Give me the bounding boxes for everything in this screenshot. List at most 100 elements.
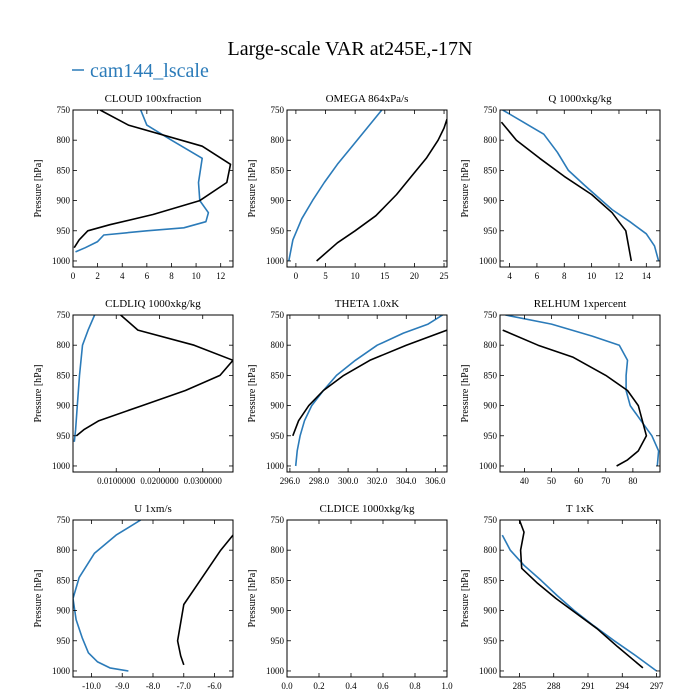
x-tick-label: 298.0 [309,476,330,486]
y-tick-label: 750 [271,515,285,525]
y-tick-label: 750 [271,105,285,115]
y-tick-label: 950 [484,431,498,441]
panel-title: OMEGA 864xPa/s [326,93,409,105]
panel-3: Q 1000xkg/kg 750 800 850 900 950 1000 4 6 8 10 12 14… [460,93,661,281]
x-tick-label: 50 [547,476,557,486]
y-tick-label: 800 [484,340,498,350]
x-tick-label: 302.0 [367,476,388,486]
y-tick-label: 900 [484,401,498,411]
x-tick-label: 0.4 [345,681,357,691]
panel-title: CLDLIQ 1000xkg/kg [105,298,201,310]
panel-7: U 1xm/s 750 800 850 900 950 1000 -10.0 -9.0 -8.0 -… [33,503,234,691]
y-tick-label: 850 [57,575,71,585]
y-tick-label: 950 [271,431,285,441]
y-tick-label: 850 [271,370,285,380]
y-axis-label: Pressure [hPa] [247,159,258,217]
y-tick-label: 1000 [266,256,285,266]
series-line-model [288,110,383,262]
x-tick-label: 12 [216,271,225,281]
x-tick-label: 304.0 [396,476,417,486]
x-tick-label: 5 [323,271,328,281]
y-tick-label: 950 [57,226,71,236]
y-tick-label: 750 [484,515,498,525]
x-tick-label: 8 [169,271,174,281]
panel-5: THETA 1.0xK 750 800 850 900 950 1000 296.0 298.0… [247,298,448,486]
y-tick-label: 850 [484,165,498,175]
y-tick-label: 1000 [52,666,71,676]
series-line-model [294,315,444,467]
series-line-reference [502,329,648,467]
x-tick-label: 14 [642,271,652,281]
panel-6: RELHUM 1xpercent 750 800 850 900 950 1000 40 50 6… [460,298,661,486]
panel-4: CLDLIQ 1000xkg/kg 750 800 850 900 950 1000 0.01… [33,298,234,486]
panel-title: THETA 1.0xK [335,298,400,310]
x-tick-label: 288 [547,681,561,691]
x-tick-label: 15 [380,271,390,281]
y-tick-label: 800 [57,135,71,145]
x-tick-label: 8 [562,271,567,281]
y-tick-label: 900 [271,401,285,411]
y-tick-label: 850 [271,165,285,175]
y-tick-label: 750 [57,310,71,320]
x-tick-label: 0.0200000 [140,476,179,486]
y-tick-label: 1000 [479,666,498,676]
y-tick-label: 900 [57,196,71,206]
y-axis-label: Pressure [hPa] [247,569,258,627]
y-tick-label: 950 [484,636,498,646]
series-line-reference [292,329,447,437]
series-line-model [505,315,660,467]
x-tick-label: 40 [520,476,530,486]
y-tick-label: 900 [484,196,498,206]
x-tick-label: -6.0 [207,681,222,691]
y-tick-label: 1000 [266,666,285,676]
x-tick-label: 10 [351,271,361,281]
plot-frame [286,109,448,268]
series-line-reference [176,534,233,666]
series-line-model [502,110,660,262]
y-tick-label: 900 [57,606,71,616]
plot-frame [72,314,234,473]
x-tick-label: -7.0 [177,681,192,691]
y-tick-label: 950 [57,636,71,646]
y-tick-label: 850 [57,165,71,175]
x-tick-label: 0.2 [313,681,324,691]
series-line-reference [73,110,232,249]
series-line-reference [316,118,447,262]
x-tick-label: 0.0 [281,681,293,691]
plot-frame [499,519,661,678]
y-tick-label: 900 [484,606,498,616]
x-tick-label: 300.0 [338,476,359,486]
y-tick-label: 950 [271,226,285,236]
x-tick-label: 12 [614,271,623,281]
y-tick-label: 1000 [52,256,71,266]
y-tick-label: 1000 [479,256,498,266]
x-tick-label: 0.8 [409,681,421,691]
y-tick-label: 800 [57,340,71,350]
series-line-reference [500,121,633,262]
panel-2: OMEGA 864xPa/s 750 800 850 900 950 1000 0 5 10 15 2… [247,93,449,281]
y-tick-label: 900 [57,401,71,411]
panel-1: CLOUD 100xfraction 750 800 850 900 950 10000 2 4… [33,93,234,281]
series-line-model [501,534,658,672]
x-tick-label: 294 [616,681,630,691]
y-tick-label: 800 [271,135,285,145]
y-axis-label: Pressure [hPa] [247,364,258,422]
panel-title: CLDICE 1000xkg/kg [319,503,415,515]
y-tick-label: 750 [484,105,498,115]
y-tick-label: 1000 [479,461,498,471]
x-tick-label: 60 [574,476,584,486]
y-tick-label: 950 [57,431,71,441]
x-tick-label: 6 [145,271,150,281]
y-tick-label: 850 [484,370,498,380]
plot-frame [286,314,448,473]
x-tick-label: 70 [601,476,611,486]
x-tick-label: 4 [120,271,125,281]
x-tick-label: 20 [410,271,420,281]
x-tick-label: -10.0 [82,681,101,691]
x-tick-label: 296.0 [280,476,301,486]
y-axis-label: Pressure [hPa] [460,569,471,627]
y-tick-label: 750 [271,310,285,320]
x-tick-label: 306.0 [425,476,446,486]
x-tick-label: 291 [581,681,595,691]
